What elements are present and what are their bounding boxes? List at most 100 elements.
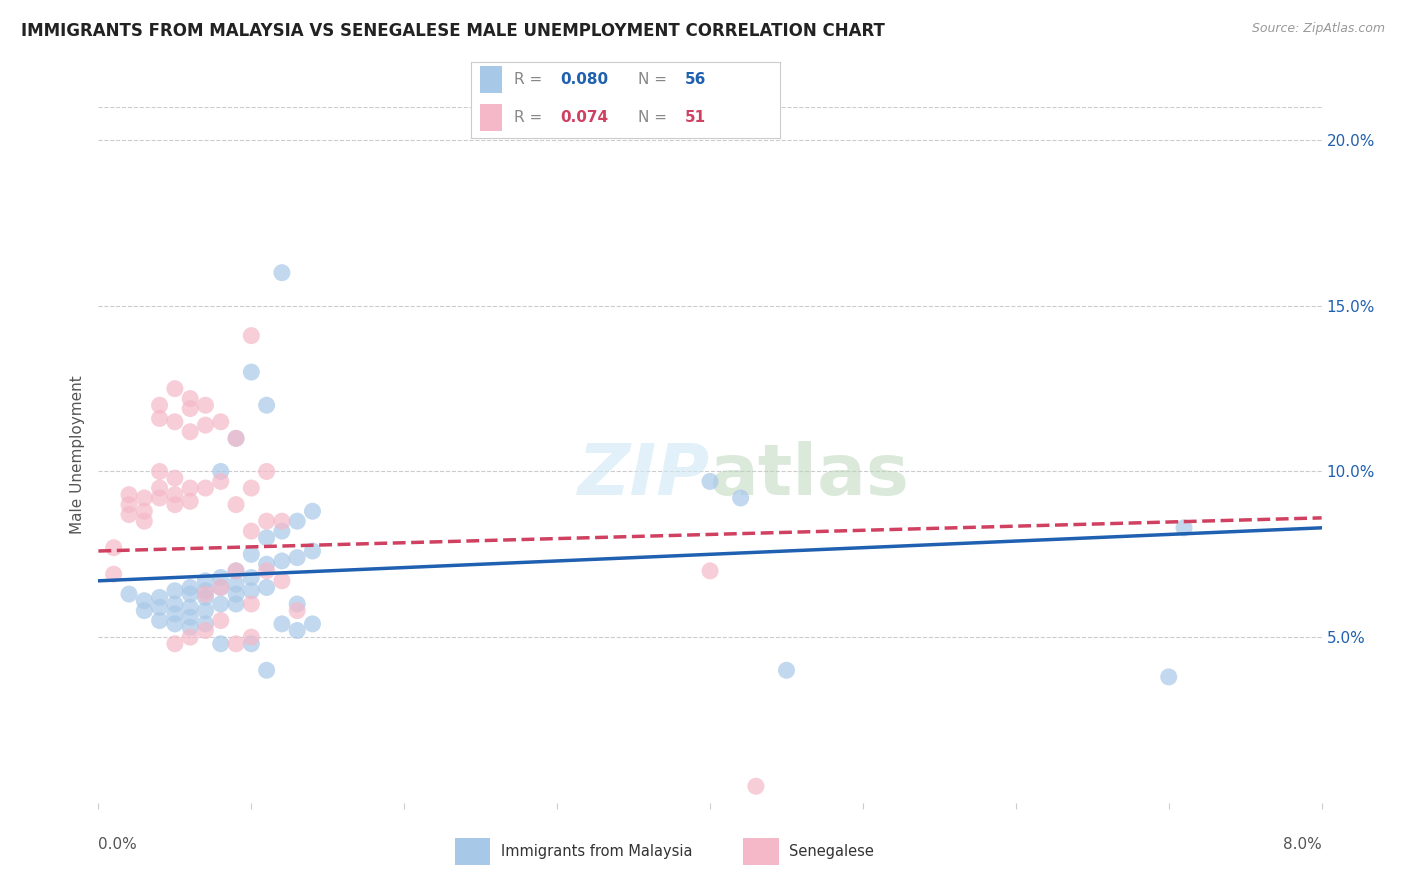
FancyBboxPatch shape (481, 66, 502, 93)
Point (179, 392, 201, 406)
Point (240, 583, 263, 598)
Point (209, 415, 232, 429)
Point (209, 614, 232, 628)
Text: N =: N = (638, 72, 672, 87)
Point (270, 266, 294, 280)
Point (256, 465, 278, 479)
Point (285, 514, 308, 528)
Point (194, 591, 217, 605)
Point (209, 637, 232, 651)
Point (240, 328, 263, 343)
Point (149, 411, 172, 425)
Text: 51: 51 (685, 110, 706, 125)
Text: 56: 56 (685, 72, 706, 87)
Point (1157, 670, 1180, 684)
Point (179, 610, 201, 624)
Point (225, 431, 247, 445)
Point (134, 491, 156, 505)
Point (209, 597, 232, 611)
Point (194, 418, 217, 433)
Point (775, 663, 797, 677)
Text: Source: ZipAtlas.com: Source: ZipAtlas.com (1251, 22, 1385, 36)
Point (209, 465, 232, 479)
Text: IMMIGRANTS FROM MALAYSIA VS SENEGALESE MALE UNEMPLOYMENT CORRELATION CHART: IMMIGRANTS FROM MALAYSIA VS SENEGALESE M… (21, 22, 884, 40)
Point (163, 488, 186, 502)
Point (163, 616, 186, 631)
Point (179, 425, 201, 439)
Point (194, 587, 217, 601)
Point (209, 475, 232, 489)
Point (301, 616, 323, 631)
Point (270, 554, 294, 568)
Point (103, 541, 125, 555)
Point (285, 597, 308, 611)
Point (118, 498, 141, 512)
Text: R =: R = (515, 72, 547, 87)
FancyBboxPatch shape (456, 838, 491, 865)
Text: R =: R = (515, 110, 547, 125)
Point (179, 494, 201, 508)
Point (225, 564, 247, 578)
Text: Immigrants from Malaysia: Immigrants from Malaysia (501, 845, 692, 859)
Point (149, 465, 172, 479)
Point (1173, 521, 1195, 535)
Point (745, 779, 768, 793)
Point (285, 624, 308, 638)
Point (285, 550, 308, 565)
Point (149, 398, 172, 412)
Point (134, 514, 156, 528)
Point (225, 577, 247, 591)
Point (256, 558, 278, 572)
Point (225, 498, 247, 512)
Point (179, 481, 201, 495)
Point (240, 547, 263, 561)
Point (225, 597, 247, 611)
Point (270, 616, 294, 631)
Text: 0.0%: 0.0% (98, 837, 138, 852)
Point (256, 581, 278, 595)
Text: 0.080: 0.080 (561, 72, 609, 87)
Point (134, 504, 156, 518)
Point (209, 581, 232, 595)
Point (225, 587, 247, 601)
Point (256, 564, 278, 578)
Point (256, 531, 278, 545)
Point (240, 365, 263, 379)
Point (301, 504, 323, 518)
Point (179, 581, 201, 595)
Point (149, 614, 172, 628)
Point (163, 471, 186, 485)
Text: 0.074: 0.074 (561, 110, 609, 125)
Point (118, 508, 141, 522)
Point (270, 514, 294, 528)
Point (225, 431, 247, 445)
FancyBboxPatch shape (744, 838, 779, 865)
Point (699, 475, 721, 489)
Point (194, 624, 217, 638)
Point (163, 498, 186, 512)
Point (270, 524, 294, 538)
Point (256, 514, 278, 528)
Point (209, 570, 232, 584)
Text: N =: N = (638, 110, 672, 125)
Text: atlas: atlas (710, 442, 910, 510)
Point (194, 604, 217, 618)
Point (240, 481, 263, 495)
Point (240, 597, 263, 611)
Point (103, 567, 125, 582)
Point (179, 600, 201, 615)
Point (163, 607, 186, 621)
Point (194, 574, 217, 588)
Point (118, 488, 141, 502)
Point (194, 481, 217, 495)
Y-axis label: Male Unemployment: Male Unemployment (70, 376, 86, 534)
Text: ZIP: ZIP (578, 442, 710, 510)
Point (240, 637, 263, 651)
Point (149, 491, 172, 505)
Point (256, 398, 278, 412)
Point (240, 630, 263, 644)
Point (730, 491, 752, 505)
Point (240, 524, 263, 538)
Text: Senegalese: Senegalese (789, 845, 875, 859)
Point (134, 593, 156, 607)
